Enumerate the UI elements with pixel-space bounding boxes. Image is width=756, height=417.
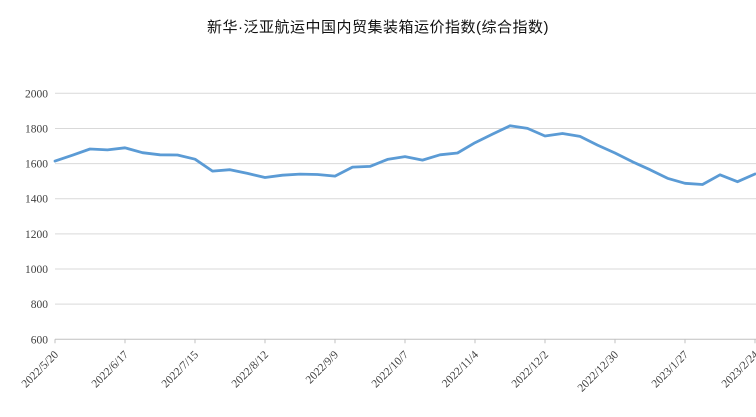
y-axis-label: 1600 <box>25 159 48 171</box>
y-axis-label: 600 <box>31 334 49 346</box>
x-axis-label: 2022/8/12 <box>230 349 272 391</box>
y-axis-label: 1000 <box>25 264 48 276</box>
y-axis-label: 1800 <box>25 123 48 135</box>
x-axis-label: 2022/11/4 <box>440 349 481 390</box>
y-axis-label: 800 <box>31 299 49 311</box>
x-axis-label: 2022/12/30 <box>576 349 622 395</box>
x-axis-label: 2022/6/17 <box>90 349 132 391</box>
x-axis-label: 2022/5/20 <box>20 349 62 391</box>
x-axis-label: 2022/9/9 <box>304 349 342 387</box>
y-axis-label: 1200 <box>25 229 48 241</box>
y-axis-label: 2000 <box>25 88 48 100</box>
x-axis-label: 2022/10/7 <box>370 349 412 391</box>
x-axis-label: 2022/12/2 <box>510 349 552 391</box>
x-axis-label: 2022/7/15 <box>160 349 202 391</box>
y-axis-label: 1400 <box>25 194 48 206</box>
chart-title: 新华·泛亚航运中国内贸集装箱运价指数(综合指数) <box>207 19 549 36</box>
series-line <box>53 124 756 186</box>
x-axis-label: 2023/2/24 <box>720 349 756 391</box>
x-axis-label: 2023/1/27 <box>650 349 692 391</box>
